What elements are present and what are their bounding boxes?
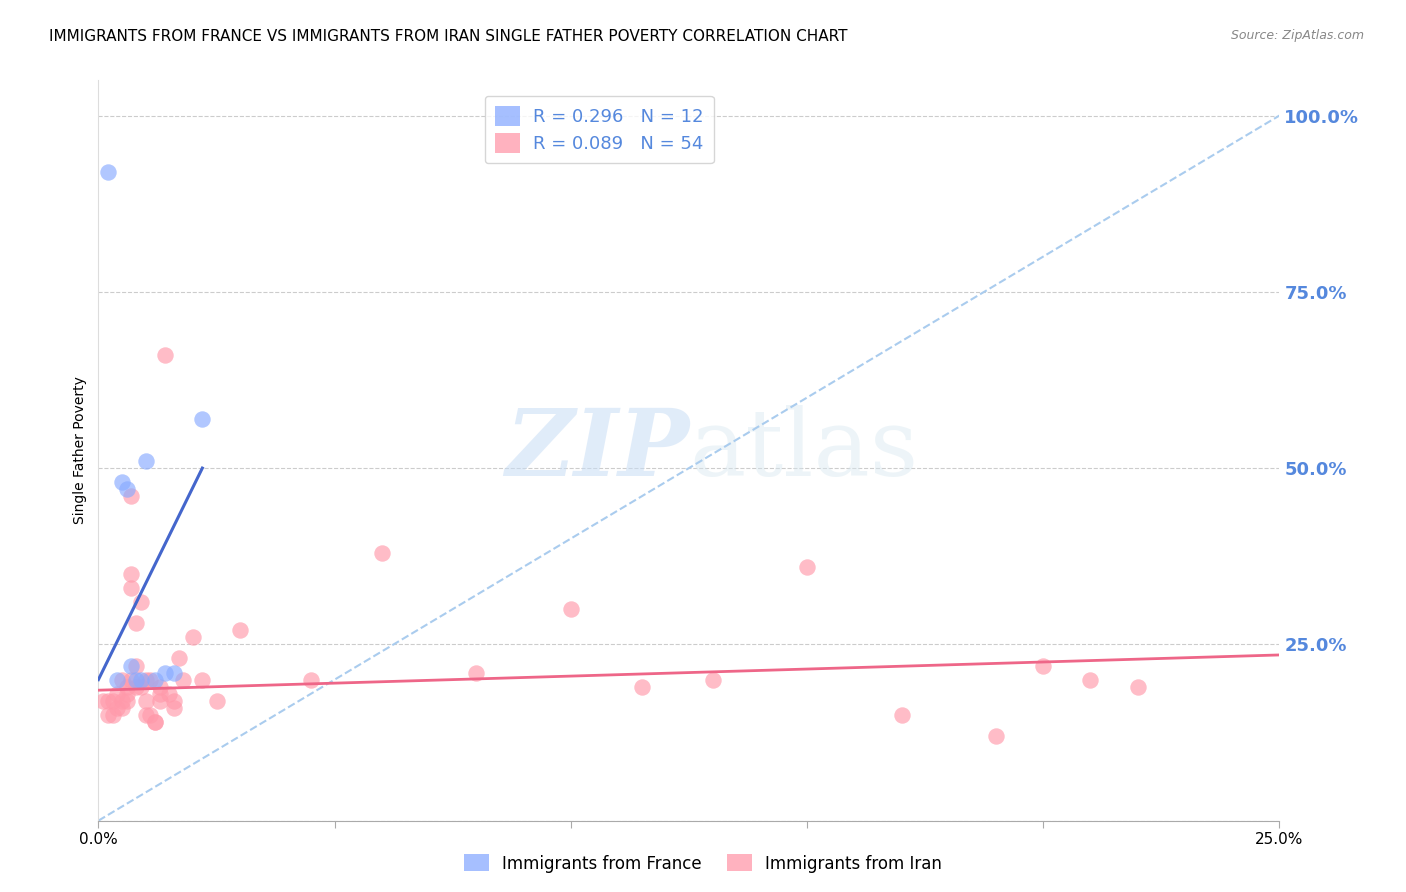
- Point: [101, 707, 124, 722]
- Point: [125, 673, 148, 687]
- Point: [121, 489, 143, 503]
- Point: [465, 665, 488, 680]
- Point: [163, 701, 186, 715]
- Point: [702, 673, 724, 687]
- Point: [129, 680, 152, 694]
- Point: [153, 665, 176, 680]
- Point: [149, 694, 172, 708]
- Point: [890, 707, 912, 722]
- Point: [163, 665, 186, 680]
- Point: [105, 701, 128, 715]
- Point: [135, 694, 157, 708]
- Point: [796, 559, 818, 574]
- Point: [121, 581, 143, 595]
- Point: [299, 673, 322, 687]
- Point: [153, 348, 176, 362]
- Point: [143, 714, 166, 729]
- Point: [129, 673, 152, 687]
- Point: [229, 624, 252, 638]
- Point: [121, 566, 143, 581]
- Point: [371, 546, 394, 560]
- Point: [560, 602, 582, 616]
- Point: [1080, 673, 1102, 687]
- Point: [143, 673, 166, 687]
- Point: [149, 687, 172, 701]
- Point: [135, 454, 157, 468]
- Point: [125, 616, 148, 631]
- Text: atlas: atlas: [689, 406, 918, 495]
- Legend: R = 0.296   N = 12, R = 0.089   N = 54: R = 0.296 N = 12, R = 0.089 N = 54: [485, 96, 713, 163]
- Point: [111, 673, 134, 687]
- Point: [121, 658, 143, 673]
- Point: [115, 482, 138, 496]
- Text: ZIP: ZIP: [505, 406, 689, 495]
- Text: Source: ZipAtlas.com: Source: ZipAtlas.com: [1230, 29, 1364, 43]
- Point: [172, 673, 194, 687]
- Point: [191, 411, 214, 425]
- Point: [139, 707, 162, 722]
- Point: [105, 673, 128, 687]
- Point: [149, 680, 172, 694]
- Point: [143, 714, 166, 729]
- Point: [105, 687, 128, 701]
- Point: [1032, 658, 1054, 673]
- Text: IMMIGRANTS FROM FRANCE VS IMMIGRANTS FROM IRAN SINGLE FATHER POVERTY CORRELATION: IMMIGRANTS FROM FRANCE VS IMMIGRANTS FRO…: [49, 29, 848, 45]
- Legend: Immigrants from France, Immigrants from Iran: Immigrants from France, Immigrants from …: [457, 847, 949, 880]
- Point: [115, 680, 138, 694]
- Point: [191, 673, 214, 687]
- Point: [205, 694, 228, 708]
- Point: [125, 658, 148, 673]
- Point: [1126, 680, 1149, 694]
- Point: [135, 707, 157, 722]
- Point: [97, 165, 120, 179]
- Point: [91, 694, 114, 708]
- Point: [111, 701, 134, 715]
- Point: [101, 694, 124, 708]
- Point: [129, 595, 152, 609]
- Point: [111, 694, 134, 708]
- Point: [135, 673, 157, 687]
- Point: [139, 673, 162, 687]
- Point: [115, 687, 138, 701]
- Point: [97, 694, 120, 708]
- Point: [167, 651, 190, 665]
- Point: [125, 680, 148, 694]
- Y-axis label: Single Father Poverty: Single Father Poverty: [73, 376, 87, 524]
- Point: [630, 680, 652, 694]
- Point: [111, 475, 134, 490]
- Point: [984, 729, 1007, 743]
- Point: [157, 687, 180, 701]
- Point: [115, 694, 138, 708]
- Point: [181, 630, 204, 644]
- Point: [121, 673, 143, 687]
- Point: [163, 694, 186, 708]
- Point: [97, 707, 120, 722]
